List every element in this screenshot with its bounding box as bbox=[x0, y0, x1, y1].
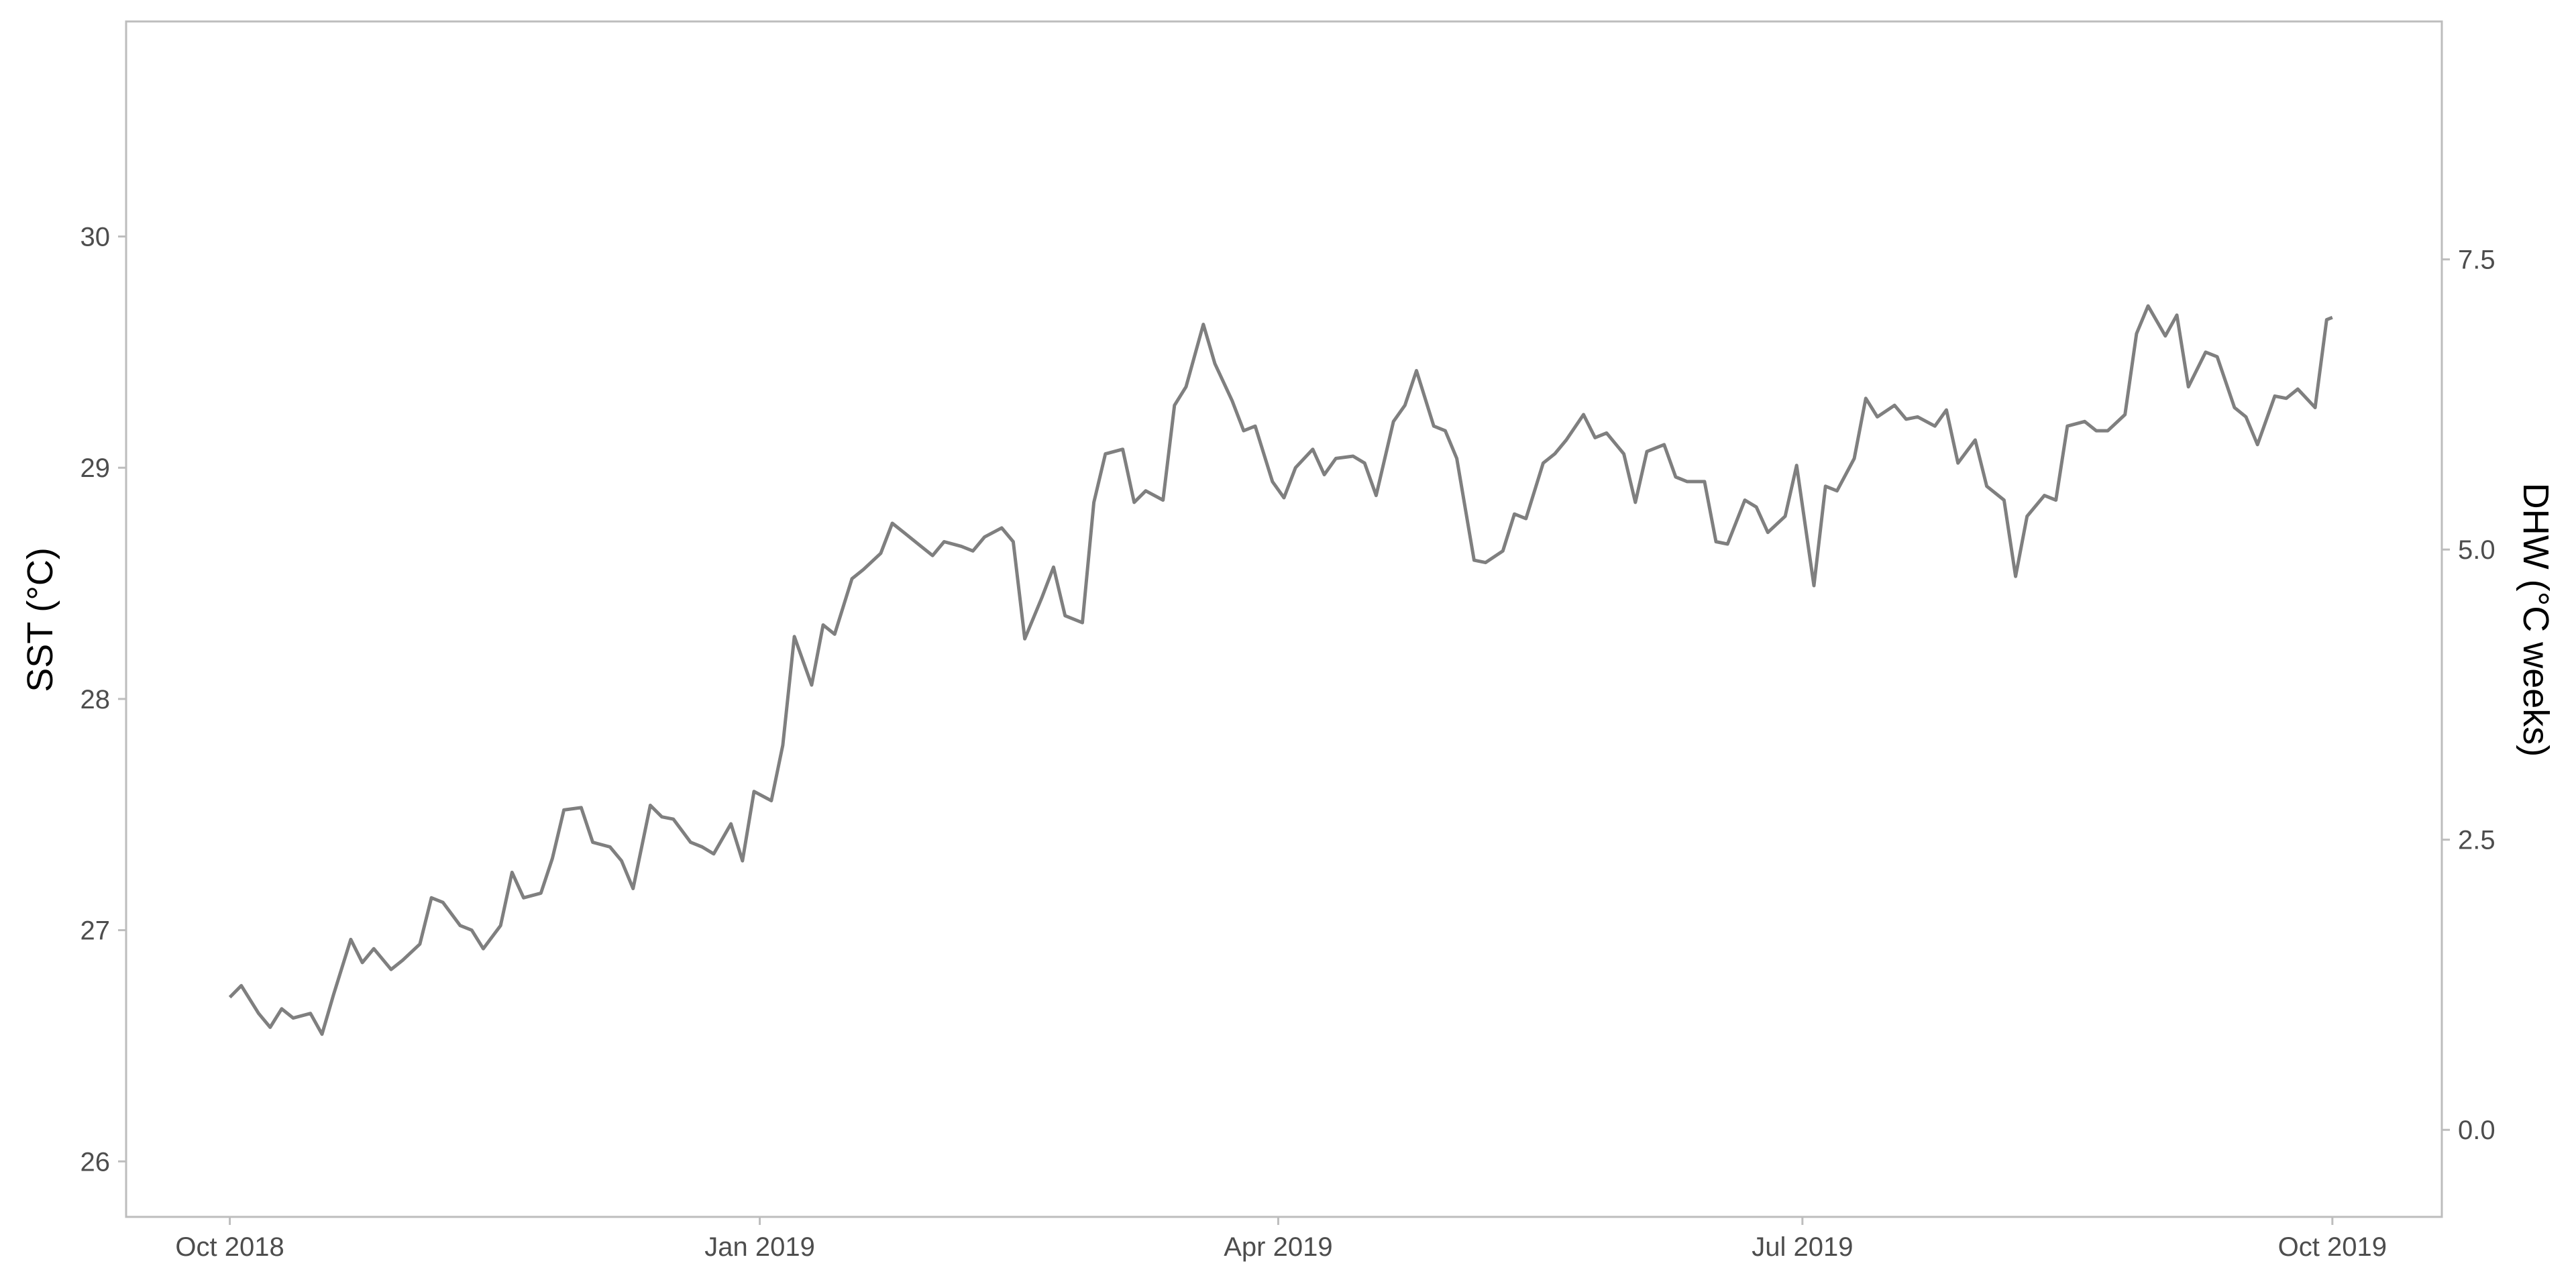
y-right-tick-label: 5.0 bbox=[2458, 535, 2496, 565]
chart-marks: Oct 2018 Jan 2019 Apr 2019 Jul 2019 Oct 2019… bbox=[80, 223, 2496, 1262]
x-tick-label: Apr 2019 bbox=[1224, 1232, 1332, 1262]
plot-panel bbox=[125, 20, 2443, 1218]
x-tick-label: Jul 2019 bbox=[1752, 1232, 1853, 1262]
y-axis-title-right: DHW (°C weeks) bbox=[2516, 483, 2556, 757]
x-tick-label: Oct 2019 bbox=[2278, 1232, 2387, 1262]
y-right-tick-label: 2.5 bbox=[2458, 826, 2496, 855]
x-tick-label: Oct 2018 bbox=[175, 1232, 284, 1262]
y-axis-title-left: SST (°C) bbox=[20, 547, 60, 692]
y-right-tick-label: 7.5 bbox=[2458, 246, 2496, 275]
y-left-tick-label: 27 bbox=[80, 916, 111, 946]
x-tick-label: Jan 2019 bbox=[704, 1232, 815, 1262]
y-left-tick-label: 30 bbox=[80, 223, 111, 252]
series-line-sst bbox=[228, 304, 2333, 1036]
y-left-tick-label: 29 bbox=[80, 453, 111, 483]
y-right-tick-label: 0.0 bbox=[2458, 1116, 2496, 1145]
y-left-tick-label: 28 bbox=[80, 685, 111, 714]
y-left-tick-label: 26 bbox=[80, 1147, 111, 1177]
